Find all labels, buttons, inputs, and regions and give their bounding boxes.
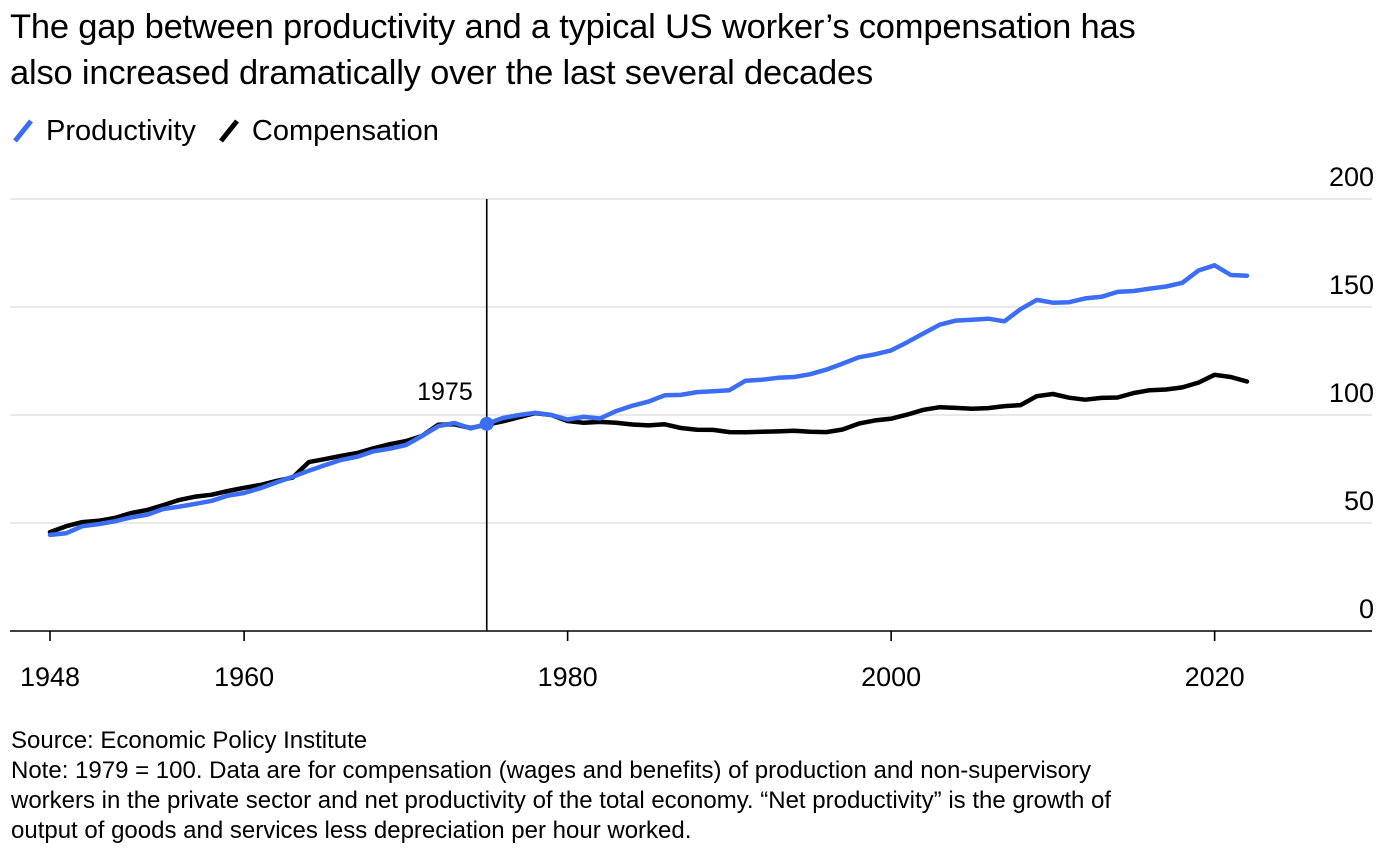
series-line-compensation	[47, 372, 1250, 535]
marker-dot-1975	[479, 416, 494, 431]
x-tick-label-2020: 2020	[1185, 662, 1245, 692]
y-tick-label-150: 150	[1329, 270, 1374, 300]
series-line-productivity	[47, 263, 1250, 538]
x-tick-label-1948: 1948	[20, 662, 80, 692]
y-tick-label-100: 100	[1329, 378, 1374, 408]
x-tick-label-1980: 1980	[538, 662, 598, 692]
legend-swatch-compensation	[218, 119, 239, 143]
y-tick-label-0: 0	[1359, 594, 1374, 624]
note-text-line-3: output of goods and services less deprec…	[11, 817, 692, 844]
chart-legend: Productivity Compensation	[12, 112, 461, 150]
x-axis: 1948 1960 1980 2000 2020	[10, 630, 1372, 692]
legend-item-productivity: Productivity	[12, 115, 196, 148]
legend-item-compensation: Compensation	[218, 115, 439, 148]
source-text: Source: Economic Policy Institute	[11, 727, 368, 754]
x-tick-label-2000: 2000	[861, 662, 921, 692]
annotation-1975: 1975	[417, 199, 488, 631]
note-text-line-2: workers in the private sector and net pr…	[11, 787, 1112, 814]
chart-footer: Source: Economic Policy Institute Note: …	[11, 726, 1341, 846]
legend-label-productivity: Productivity	[46, 114, 196, 147]
y-tick-label-50: 50	[1344, 486, 1374, 516]
chart-title-line-1: The gap between productivity and a typic…	[10, 8, 1136, 46]
chart-title-line-2: also increased dramatically over the las…	[10, 54, 874, 92]
x-tick-label-1960: 1960	[214, 662, 274, 692]
y-tick-label-200: 200	[1329, 162, 1374, 192]
series-lines	[47, 263, 1250, 538]
line-chart: 200 150 100 50 0 1948 1960 1980 2000 2020 1975	[10, 162, 1374, 692]
note-text-line-1: Note: 1979 = 100. Data are for compensat…	[11, 757, 1091, 784]
gridlines	[10, 198, 1372, 524]
highlight-marker	[479, 416, 494, 431]
y-axis-tick-labels: 200 150 100 50 0	[1329, 162, 1374, 624]
legend-label-compensation: Compensation	[251, 114, 439, 147]
chart-title: The gap between productivity and a typic…	[10, 4, 1380, 96]
legend-swatch-productivity	[13, 119, 33, 143]
annotation-label: 1975	[417, 378, 473, 406]
